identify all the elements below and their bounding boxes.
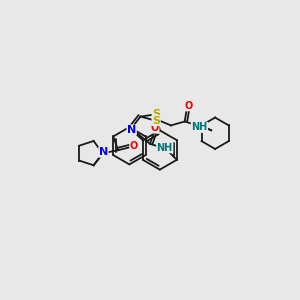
Text: S: S [152,116,160,125]
Text: O: O [184,101,193,111]
Text: S: S [152,109,160,119]
Text: N: N [127,125,136,135]
Text: N: N [99,147,108,157]
Text: NH: NH [191,122,208,132]
Text: O: O [130,141,138,151]
Text: NH: NH [157,143,173,153]
Text: O: O [151,123,159,133]
